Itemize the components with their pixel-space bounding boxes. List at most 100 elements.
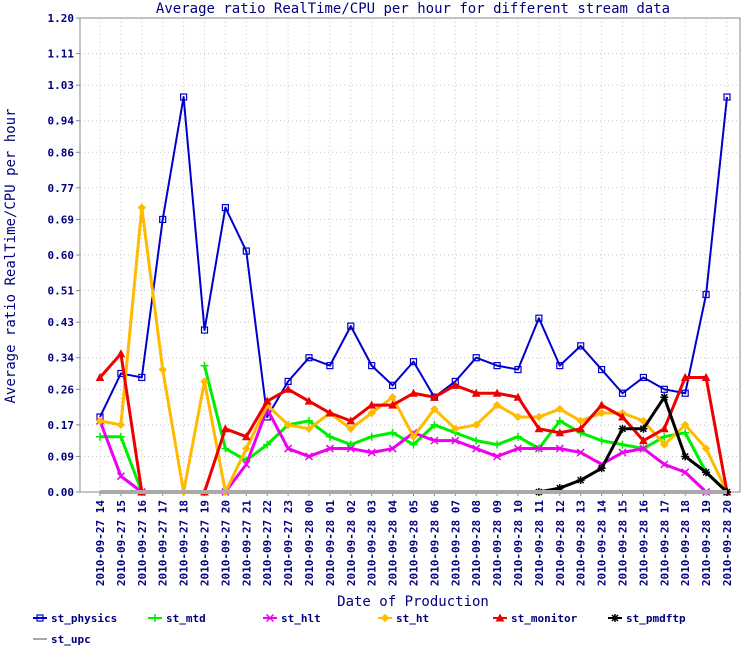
data-point (555, 444, 564, 453)
chart-series (95, 93, 732, 497)
data-point (513, 444, 523, 453)
data-point (597, 365, 606, 374)
data-point (618, 389, 627, 397)
data-point (367, 448, 376, 457)
data-point (388, 400, 397, 409)
data-point (95, 416, 105, 426)
data-point (472, 436, 481, 445)
data-point (283, 384, 293, 393)
data-point (116, 472, 125, 481)
legend-item-st-mtd: st_mtd (148, 612, 206, 625)
data-point (242, 444, 251, 453)
data-point (611, 614, 619, 622)
data-point (367, 408, 376, 418)
x-tick-label: 2010-09-27 18 (178, 500, 191, 586)
legend-item-st-monitor: st_monitor (493, 612, 578, 625)
data-point (660, 460, 669, 469)
x-axis-ticks: 2010-09-27 14 2010-09-27 15 2010-09-27 16 2… (94, 492, 734, 586)
data-point (660, 393, 669, 402)
data-point (265, 613, 275, 623)
data-point (597, 436, 606, 445)
data-point (409, 440, 418, 449)
data-point (555, 484, 564, 493)
x-tick-label: 2010-09-28 17 (658, 500, 671, 586)
data-point (159, 215, 167, 224)
x-tick-label: 2010-09-28 15 (617, 500, 630, 586)
legend-label: st_upc (51, 633, 91, 646)
data-point (450, 380, 460, 389)
series-line (99, 96, 728, 418)
x-tick-label: 2010-09-27 23 (282, 500, 295, 586)
y-tick-label: 0.17 (48, 419, 75, 432)
y-tick-label: 1.20 (48, 12, 75, 25)
x-tick-label: 2010-09-28 11 (533, 500, 546, 586)
x-tick-label: 2010-09-28 05 (408, 500, 421, 586)
x-tick-label: 2010-09-28 01 (324, 500, 337, 586)
legend-label: st_ht (396, 612, 429, 625)
data-point (409, 388, 418, 397)
x-tick-label: 2010-09-28 12 (554, 500, 567, 586)
data-point (262, 396, 272, 405)
data-point (347, 322, 355, 330)
y-tick-label: 0.86 (48, 146, 75, 159)
data-point (36, 614, 44, 622)
data-point (326, 362, 334, 370)
data-point (493, 362, 501, 370)
data-point (151, 614, 159, 622)
data-point (681, 452, 690, 461)
data-point (346, 424, 356, 434)
data-point (597, 400, 606, 409)
data-point (514, 432, 522, 441)
legend-item-st-ht: st_ht (378, 612, 429, 625)
data-point (680, 420, 690, 430)
data-point (639, 416, 648, 426)
data-point (639, 373, 648, 382)
x-tick-label: 2010-09-27 22 (261, 500, 274, 586)
data-point (681, 389, 689, 397)
x-tick-label: 2010-09-28 13 (575, 500, 588, 586)
data-point (471, 420, 481, 430)
series-st-ht (95, 203, 732, 497)
series-st-hlt (95, 405, 711, 497)
y-axis-ticks: 0.00 0.09 0.17 0.26 0.34 0.43 0.51 0.60 0.69 0.77… (48, 12, 80, 499)
data-point (723, 93, 731, 101)
data-point (451, 436, 460, 445)
data-point (660, 432, 669, 441)
data-point (304, 396, 314, 405)
data-point (556, 362, 564, 370)
data-point (492, 400, 502, 410)
data-point (388, 444, 397, 453)
data-point (367, 432, 376, 441)
data-point (660, 440, 669, 449)
x-tick-label: 2010-09-28 14 (596, 500, 609, 586)
data-point (618, 440, 627, 449)
y-tick-label: 1.11 (48, 48, 75, 61)
data-point (221, 204, 229, 212)
data-point (471, 388, 481, 397)
x-tick-label: 2010-09-27 20 (219, 500, 232, 586)
data-point (284, 444, 293, 453)
data-point (325, 432, 334, 441)
data-point (618, 448, 627, 457)
data-point (555, 416, 564, 425)
data-point (325, 408, 335, 417)
legend-label: st_pmdftp (626, 612, 686, 625)
data-point (325, 444, 334, 453)
data-point (472, 354, 480, 362)
x-tick-label: 2010-09-28 03 (366, 500, 379, 586)
series-st-monitor (95, 349, 732, 496)
legend-label: st_mtd (166, 612, 206, 625)
data-point (702, 290, 710, 299)
data-point (639, 424, 648, 433)
y-tick-label: 0.94 (48, 115, 75, 128)
data-point (305, 354, 313, 362)
x-tick-label: 2010-09-28 09 (491, 500, 504, 586)
data-point (577, 342, 585, 350)
data-point (493, 440, 502, 449)
x-tick-label: 2010-09-28 08 (470, 500, 483, 586)
data-point (534, 412, 544, 422)
series-line (203, 375, 729, 493)
data-point (660, 385, 668, 393)
data-point (368, 362, 376, 370)
